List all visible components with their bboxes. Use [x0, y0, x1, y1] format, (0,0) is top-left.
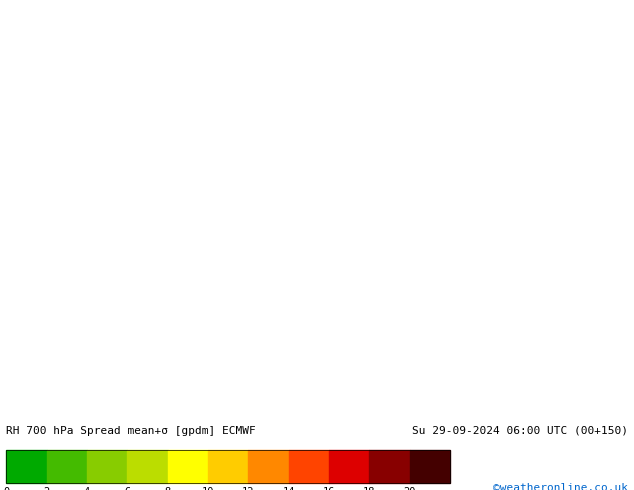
Text: 14: 14 [283, 488, 295, 490]
Bar [249, 450, 288, 483]
Bar [6, 450, 47, 483]
Text: ©weatheronline.co.uk: ©weatheronline.co.uk [493, 483, 628, 490]
Bar [47, 450, 87, 483]
Bar [329, 450, 370, 483]
Text: 18: 18 [363, 488, 376, 490]
Text: 12: 12 [242, 488, 255, 490]
Text: 4: 4 [84, 488, 90, 490]
Text: 2: 2 [44, 488, 50, 490]
Text: 8: 8 [165, 488, 171, 490]
Text: 0: 0 [3, 488, 10, 490]
Text: Su 29-09-2024 06:00 UTC (00+150): Su 29-09-2024 06:00 UTC (00+150) [411, 426, 628, 436]
Bar [288, 450, 329, 483]
Bar [6, 450, 450, 483]
Bar [87, 450, 127, 483]
Bar [208, 450, 249, 483]
Text: RH 700 hPa Spread mean+σ [gpdm] ECMWF: RH 700 hPa Spread mean+σ [gpdm] ECMWF [6, 426, 256, 436]
Bar [410, 450, 450, 483]
Bar [370, 450, 410, 483]
Text: 10: 10 [202, 488, 214, 490]
Text: 20: 20 [404, 488, 416, 490]
Text: 6: 6 [124, 488, 131, 490]
Text: 16: 16 [323, 488, 335, 490]
Bar [168, 450, 208, 483]
Bar [127, 450, 168, 483]
